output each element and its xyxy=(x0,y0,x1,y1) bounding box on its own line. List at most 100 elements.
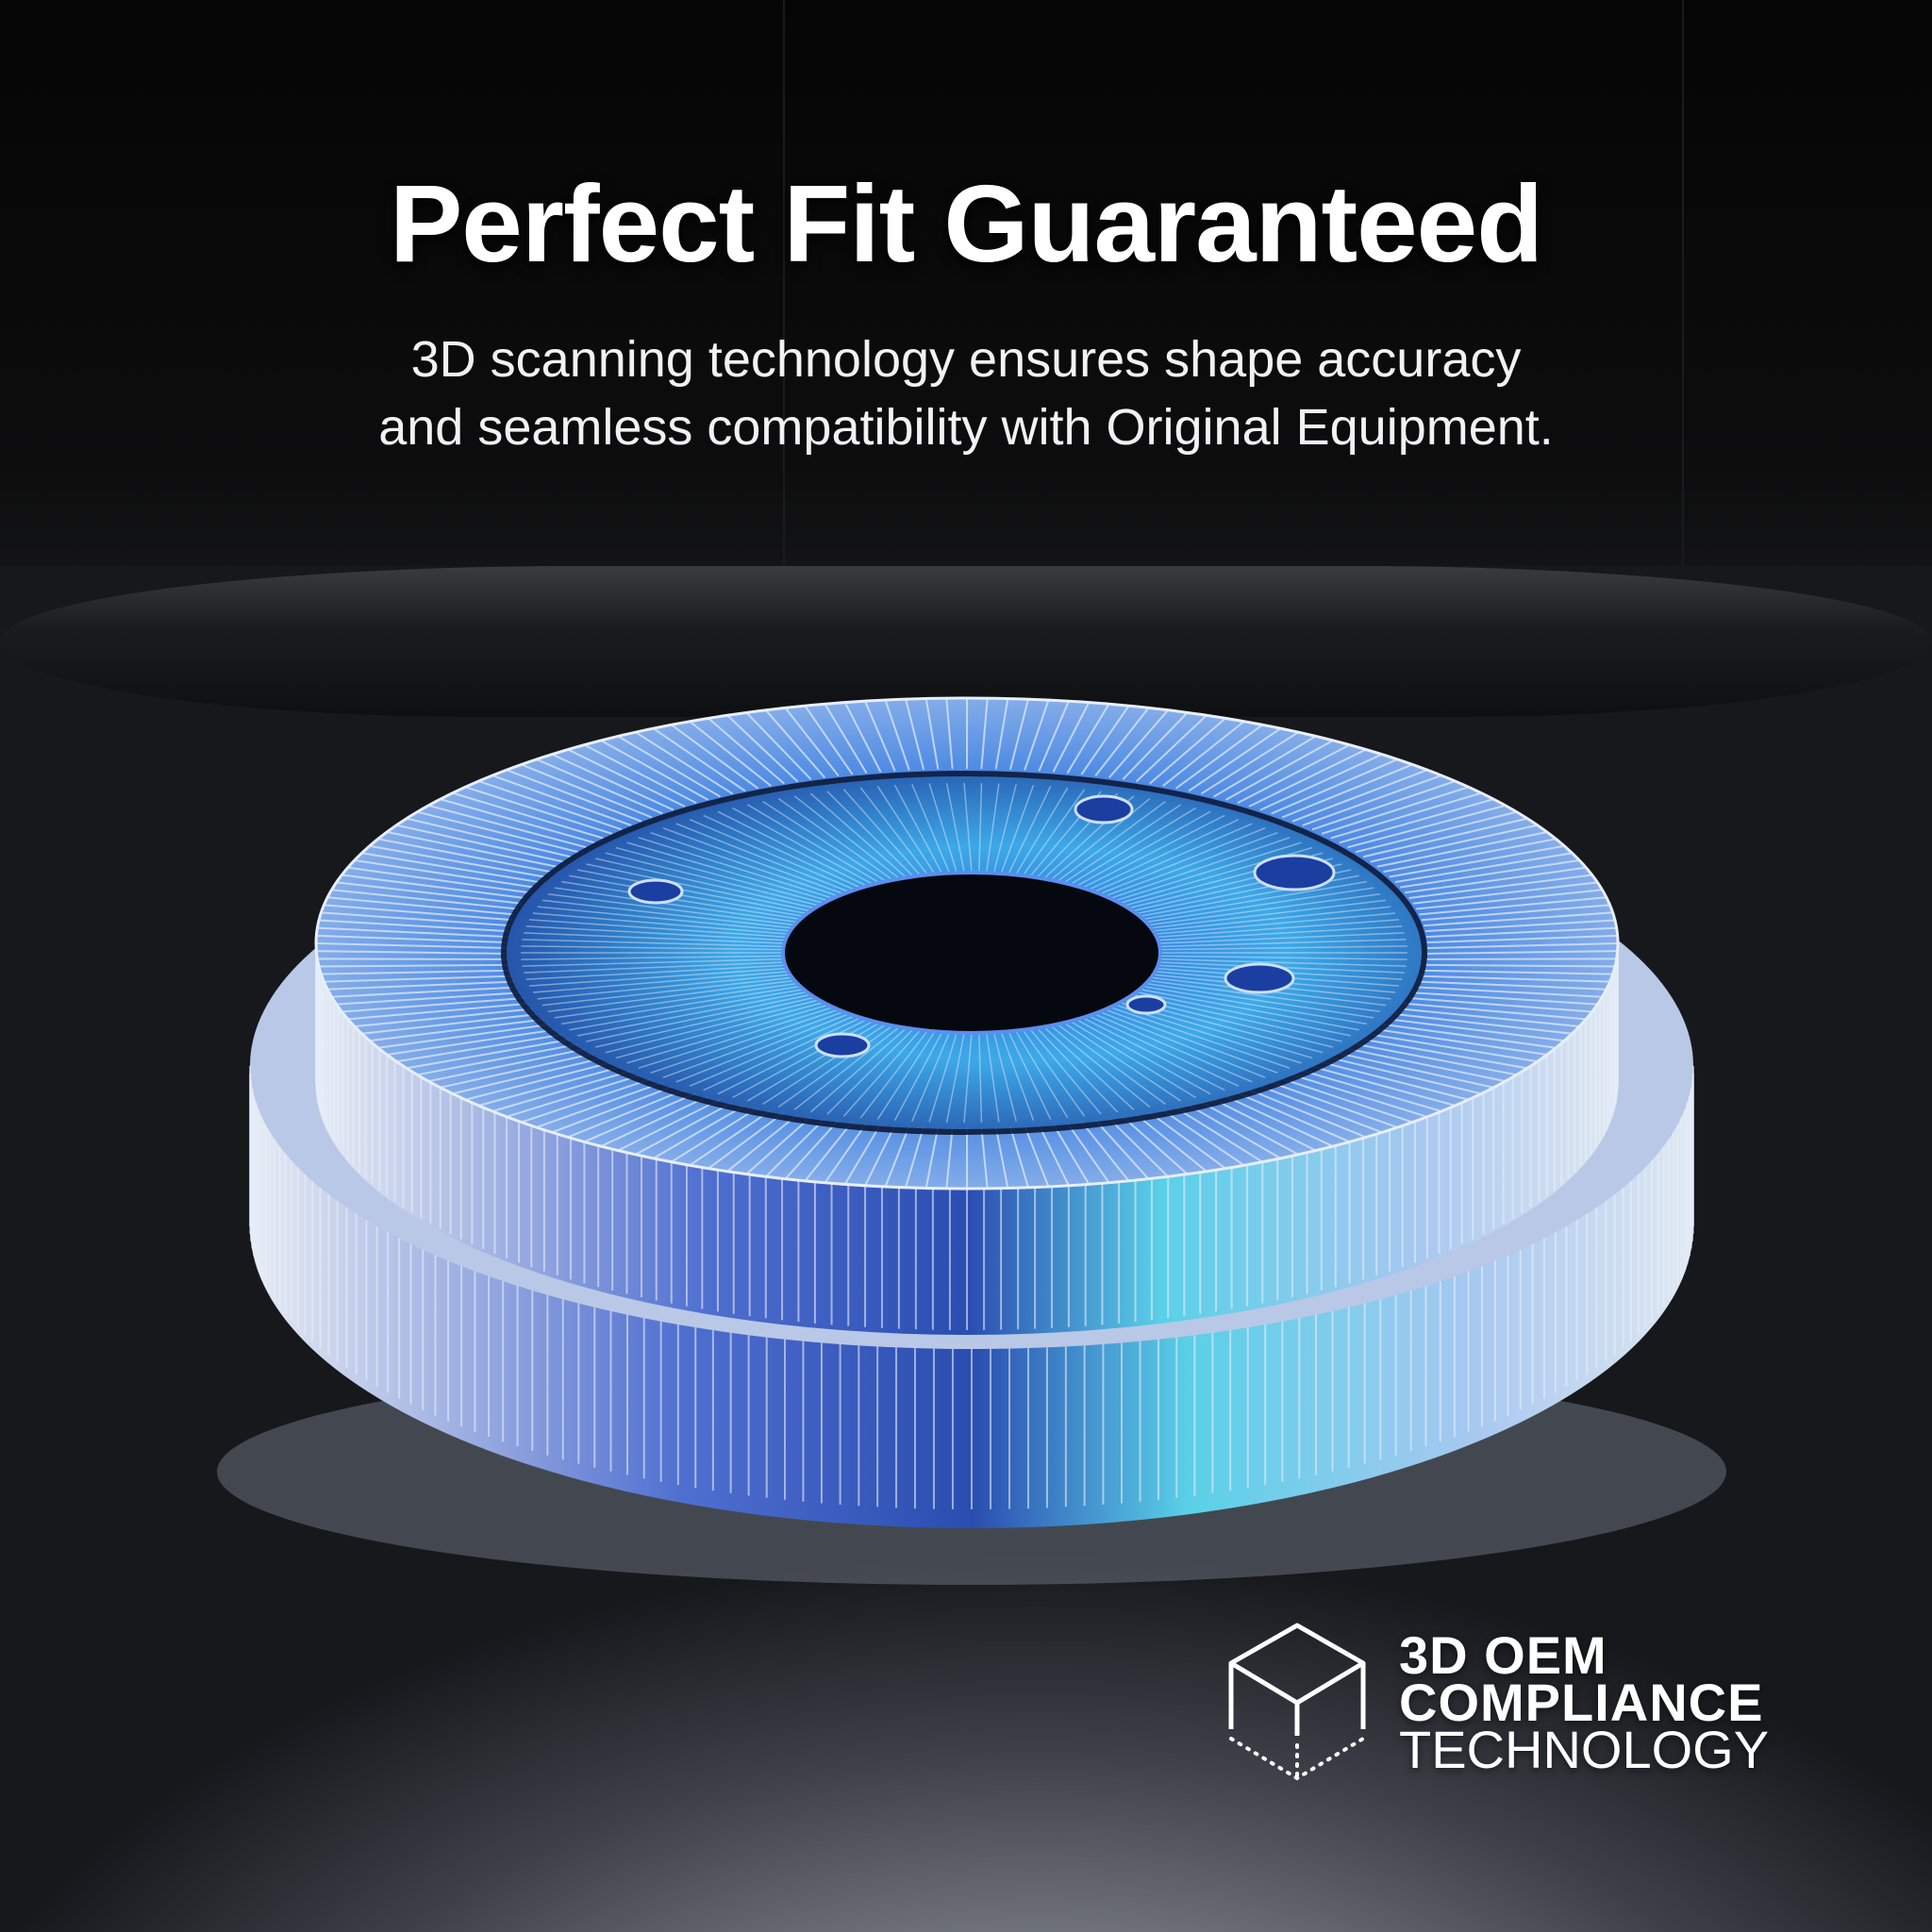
wire-line xyxy=(1200,1101,1299,1156)
wire-line xyxy=(1082,1017,1225,1091)
wire-line xyxy=(1082,814,1225,889)
wire-line xyxy=(327,980,515,991)
wire-line xyxy=(554,982,798,1019)
wire-line xyxy=(732,807,874,886)
wire-line xyxy=(1108,1117,1169,1177)
wire-line xyxy=(1259,1085,1383,1134)
wire-line xyxy=(945,1032,965,1124)
wire-line xyxy=(1149,717,1226,785)
wire-line xyxy=(1063,804,1182,884)
wire-line xyxy=(1158,925,1403,941)
wire-line xyxy=(1311,1065,1456,1107)
wire-line xyxy=(809,1027,908,1113)
wire-line xyxy=(1022,1029,1086,1117)
wire-line xyxy=(600,740,709,801)
wire-line xyxy=(662,827,844,895)
wire-line xyxy=(396,824,564,863)
wire-line xyxy=(324,904,513,922)
wire-line xyxy=(1271,758,1398,815)
wire-line xyxy=(745,1116,812,1175)
wire-line xyxy=(911,783,951,874)
wire-line xyxy=(662,1010,844,1078)
wire-line xyxy=(905,698,925,771)
wire-line xyxy=(561,985,801,1025)
wire-line xyxy=(689,720,772,787)
wire-line xyxy=(1271,1081,1398,1128)
wire-line xyxy=(1159,958,1407,967)
wire-line xyxy=(1224,1095,1334,1147)
wire-line xyxy=(1426,942,1619,949)
wire-line xyxy=(406,1038,572,1070)
wire-line xyxy=(331,986,518,998)
wire-line xyxy=(1424,963,1615,968)
lug-holes xyxy=(627,794,1336,1058)
wire-line xyxy=(809,792,908,878)
wire-line xyxy=(1355,1042,1517,1076)
lug-hole xyxy=(814,1032,871,1058)
wire-line xyxy=(1321,1061,1469,1101)
wire-line xyxy=(478,780,623,831)
wire-line xyxy=(536,1081,663,1128)
wire-line xyxy=(1094,707,1150,777)
wire-line xyxy=(605,852,820,907)
wire-line xyxy=(1148,979,1381,1013)
wire-line xyxy=(884,699,910,771)
wire-line xyxy=(576,869,808,915)
wire-line xyxy=(1063,1022,1182,1102)
wire-line xyxy=(1029,1028,1102,1115)
wire-line xyxy=(650,832,839,897)
wire-line xyxy=(324,974,513,983)
wire-line xyxy=(1157,919,1400,939)
wire-line xyxy=(1109,837,1291,900)
wire-line xyxy=(1008,786,1052,874)
wire-line xyxy=(1080,1121,1130,1182)
wire-line xyxy=(1321,786,1469,835)
wire-line xyxy=(924,1126,940,1189)
wire-line xyxy=(876,1030,936,1120)
wire-line xyxy=(354,1008,534,1028)
wire-line xyxy=(1108,709,1169,778)
wire-line xyxy=(1404,866,1587,894)
wire-line xyxy=(671,724,759,790)
wire-line xyxy=(703,1017,861,1091)
wire-line xyxy=(1132,993,1342,1042)
wire-line xyxy=(315,942,508,949)
badge-line-2: COMPLIANCE xyxy=(1399,1673,1764,1732)
wire-line xyxy=(876,786,936,875)
wire-line xyxy=(595,996,815,1048)
wire-line xyxy=(784,707,840,777)
wire-line xyxy=(1105,1008,1278,1074)
wire-line xyxy=(945,698,954,770)
wire-line xyxy=(1291,769,1428,823)
wire-line xyxy=(1405,1002,1587,1021)
wire-line xyxy=(859,1030,928,1119)
wire-line xyxy=(1237,743,1351,805)
wire-line xyxy=(671,1107,758,1163)
wire-line xyxy=(617,735,722,798)
wire-line xyxy=(524,932,785,944)
wire-line xyxy=(1057,1024,1166,1105)
oem-compliance-badge: 3D OEM COMPLIANCE TECHNOLOGY xyxy=(1222,1618,1769,1788)
wire-line xyxy=(978,783,983,874)
wire-line xyxy=(465,786,613,835)
wire-line xyxy=(1122,711,1189,780)
wire-line xyxy=(1408,874,1592,899)
wire-line xyxy=(547,892,795,926)
wire-line xyxy=(1149,1111,1226,1170)
wire-line xyxy=(1330,791,1482,840)
wire-line xyxy=(440,1052,595,1089)
wire-line xyxy=(945,782,965,874)
wire-line xyxy=(893,1031,943,1122)
wire-line xyxy=(1362,817,1528,858)
wire-line xyxy=(522,939,784,948)
wire-line xyxy=(675,1012,850,1083)
wire-line xyxy=(1140,988,1359,1031)
wire-line xyxy=(440,798,595,844)
wire-line xyxy=(1174,724,1263,790)
wire-line xyxy=(1394,1012,1573,1035)
wire-line xyxy=(1024,699,1050,771)
wire-line xyxy=(1008,1125,1029,1189)
wire-line xyxy=(1426,950,1618,955)
wire-line xyxy=(532,912,789,935)
wire-line xyxy=(843,1124,882,1185)
